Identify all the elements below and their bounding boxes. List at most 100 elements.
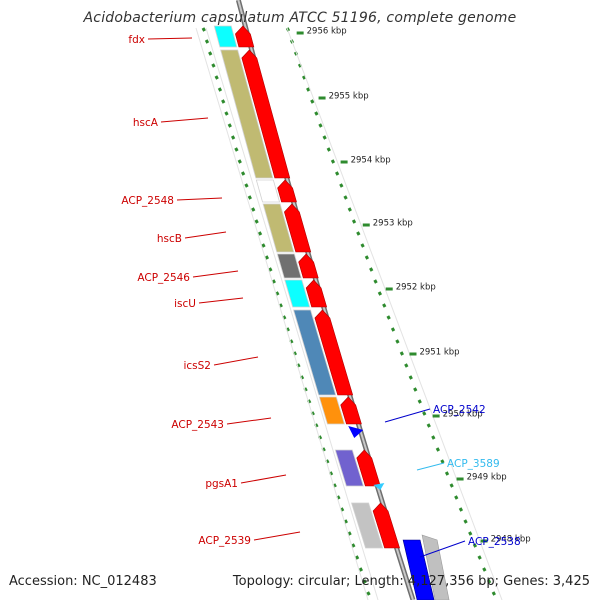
leader-line-acp-2546	[192, 270, 239, 278]
cds-arrow-acp-2543	[340, 396, 362, 425]
guide-dot-left	[211, 63, 216, 68]
guide-dot-left	[303, 387, 308, 392]
cds-arrow-pgsa1	[356, 449, 381, 487]
guide-dot-right	[463, 519, 468, 524]
guide-dot-left	[254, 219, 259, 224]
guide-dot-right	[330, 159, 336, 164]
guide-dot-right	[395, 339, 400, 344]
guide-dot-left	[314, 423, 319, 428]
guide-dot-right	[491, 591, 496, 596]
guide-dot-left	[328, 471, 334, 476]
cds-arrow-hsca	[241, 49, 291, 179]
gene-label-acp-2538: ACP_2538	[468, 536, 521, 548]
leader-line-iscu	[198, 297, 244, 304]
gene-label-pgsa1: pgsA1	[205, 478, 238, 490]
leader-line-acp-3589	[416, 462, 445, 471]
guide-dot-right	[335, 171, 340, 176]
gene-label-hsca: hscA	[133, 117, 159, 129]
guide-dot-right	[301, 75, 307, 80]
guide-dot-left	[230, 135, 236, 140]
scale-label: 2949 kbp	[467, 473, 507, 483]
guide-dot-right	[444, 471, 450, 476]
gene-label-icss2: icsS2	[183, 360, 211, 372]
guide-dot-right	[454, 495, 459, 500]
guide-dot-left	[332, 483, 337, 488]
guide-dot-left	[201, 27, 206, 32]
guide-dot-left	[240, 171, 246, 176]
border-line-right	[286, 27, 503, 601]
guide-dot-right	[449, 483, 454, 488]
guide-dot-right	[356, 231, 361, 236]
guide-dot-left	[289, 339, 294, 344]
cds-arrow-acp-2548	[277, 179, 297, 203]
guide-dot-left	[251, 207, 256, 212]
guide-dot-right	[351, 219, 357, 224]
cds-arrow-acp-2539	[372, 502, 401, 549]
scale-label: 2950 kbp	[443, 410, 483, 420]
guide-dot-right	[486, 579, 492, 584]
guide-dot-left	[347, 531, 352, 536]
gene-label-iscu: iscU	[174, 298, 196, 310]
guide-dot-left	[362, 579, 367, 584]
gene-box-iscu	[284, 279, 311, 308]
accession-label: Accession: NC_012483	[9, 574, 157, 589]
gene-box-hscb	[262, 203, 295, 253]
guide-dot-left	[271, 279, 276, 284]
border-line-left	[195, 27, 369, 601]
guide-dot-left	[296, 363, 301, 368]
gene-label-acp-2542: ACP_2542	[433, 404, 486, 416]
scale-label: 2948 kbp	[491, 535, 531, 545]
leader-line-icss2	[213, 356, 259, 366]
guide-dot-left	[275, 291, 280, 296]
gene-box-acp-2543	[318, 396, 345, 425]
gene-label-acp-2543: ACP_2543	[171, 419, 224, 431]
scale-label: 2951 kbp	[419, 348, 459, 358]
guide-dot-right	[399, 351, 404, 356]
guide-dot-left	[299, 375, 305, 380]
guide-dot-right	[306, 87, 311, 92]
guide-dot-right	[472, 543, 478, 548]
gene-label-acp-2539: ACP_2539	[198, 535, 251, 547]
cds-arrow-fdx	[235, 25, 255, 48]
gene-label-acp-3589: ACP_3589	[447, 458, 500, 470]
guide-dot-right	[468, 531, 473, 536]
guide-dot-left	[325, 459, 330, 464]
gene-box-icss2	[293, 309, 337, 396]
scale-label: 2955 kbp	[329, 92, 369, 102]
cds-arrow-acp-2546	[298, 253, 319, 279]
guide-dot-right	[413, 387, 418, 392]
scale-label: 2953 kbp	[373, 219, 413, 229]
guide-dot-right	[482, 567, 487, 572]
guide-dot-left	[317, 435, 323, 440]
leader-line-fdx	[147, 37, 193, 40]
guide-dot-left	[282, 315, 287, 320]
guide-dot-right	[408, 375, 413, 380]
guide-dot-left	[221, 99, 226, 104]
guide-dot-left	[358, 567, 364, 572]
leader-line-acp-2548	[176, 197, 223, 201]
gene-label-acp-2546: ACP_2546	[137, 272, 190, 284]
gene-box-fdx	[213, 25, 238, 48]
guide-dot-right	[347, 207, 352, 212]
guide-dot-right	[435, 447, 441, 452]
guide-dot-left	[264, 255, 270, 260]
guide-dot-right	[314, 111, 319, 116]
guide-dot-left	[234, 147, 239, 152]
guide-dot-right	[377, 291, 383, 296]
guide-dot-left	[321, 447, 326, 452]
guide-dot-right	[339, 183, 344, 188]
gene-label-acp-2548: ACP_2548	[121, 195, 174, 207]
guide-dot-left	[208, 51, 213, 56]
guide-dot-right	[404, 363, 409, 368]
cds-arrow-icss2	[314, 309, 354, 396]
guide-dot-left	[366, 591, 371, 596]
scale-label: 2956 kbp	[307, 27, 347, 37]
gene-box-pgsa1	[334, 449, 364, 487]
guide-dot-right	[373, 279, 378, 284]
guide-dot-right	[426, 423, 431, 428]
gene-arrow-acp-3589	[373, 483, 385, 490]
guide-dot-right	[318, 123, 323, 128]
guide-dot-left	[268, 267, 273, 272]
